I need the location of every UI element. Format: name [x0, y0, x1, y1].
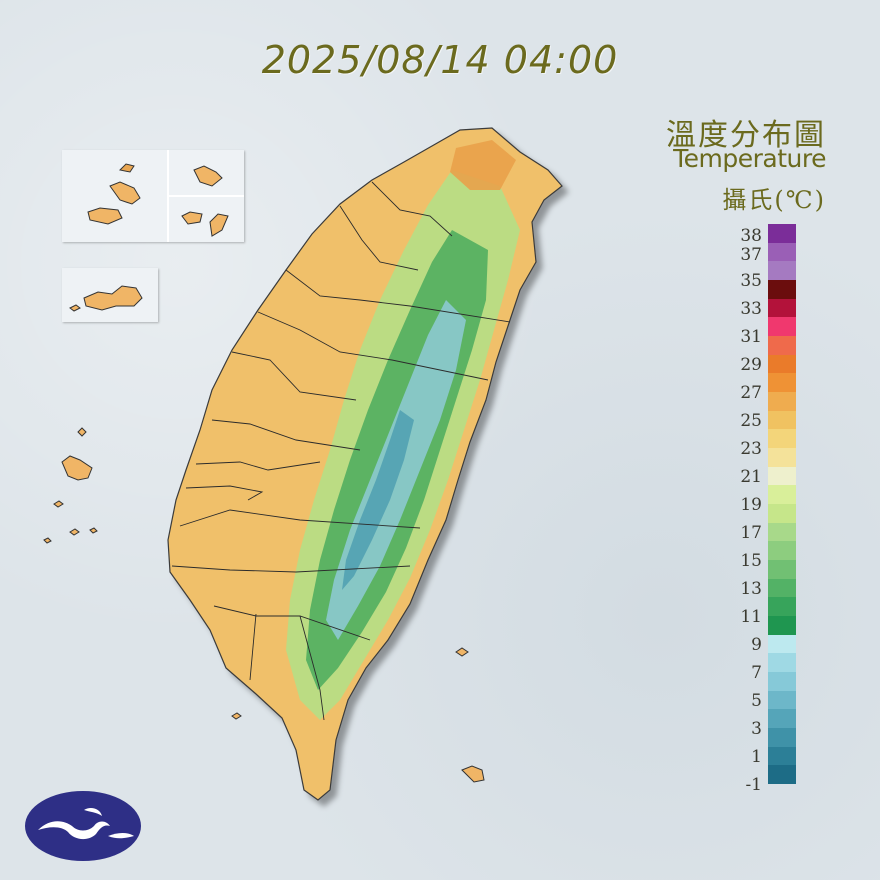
- liuqiu-island-icon: [231, 712, 242, 720]
- colorbar-tick-label: -1: [745, 775, 762, 795]
- colorbar-segment: [768, 541, 796, 561]
- legend-title-en: Temperature: [673, 144, 826, 173]
- colorbar-tick-label: 7: [751, 663, 762, 683]
- colorbar-segment: [768, 392, 796, 412]
- colorbar-segment: [768, 448, 796, 468]
- colorbar-segment: [768, 224, 796, 244]
- colorbar-tick-label: 9: [751, 635, 762, 655]
- colorbar-segment: [768, 373, 796, 393]
- colorbar-tick-label: 27: [740, 383, 762, 403]
- colorbar-segment: [768, 354, 796, 374]
- colorbar-segment: [768, 634, 796, 654]
- colorbar-segment: [768, 522, 796, 542]
- taipei-basin-band: [450, 140, 516, 190]
- temperature-colorbar: [768, 224, 796, 785]
- matsu-islands-icon: [87, 150, 244, 242]
- colorbar-segment: [768, 746, 796, 766]
- green-island-icon: [455, 647, 469, 657]
- colorbar-tick-label: 11: [740, 607, 762, 627]
- colorbar-tick-label: 23: [740, 439, 762, 459]
- colorbar-tick-label: 1: [751, 747, 762, 767]
- colorbar-segment: [768, 429, 796, 449]
- colorbar-tick-label: 17: [740, 523, 762, 543]
- colorbar-segment: [768, 317, 796, 337]
- cwa-logo-icon: [25, 791, 141, 861]
- colorbar-segment: [768, 616, 796, 636]
- colorbar-segment: [768, 261, 796, 281]
- colorbar-segment: [768, 280, 796, 300]
- colorbar-tick-label: 5: [751, 691, 762, 711]
- inset-kinmen: [62, 268, 158, 322]
- legend-unit: 攝氏(℃): [722, 186, 826, 214]
- colorbar-segment: [768, 466, 796, 486]
- colorbar-segment: [768, 597, 796, 617]
- penghu-islands-icon: [43, 427, 98, 544]
- colorbar-tick-label: 19: [740, 495, 762, 515]
- colorbar-segment: [768, 560, 796, 580]
- orchid-island-icon: [461, 765, 485, 783]
- colorbar-segment: [768, 765, 796, 785]
- colorbar-tick-label: 21: [740, 467, 762, 487]
- colorbar-segment: [768, 578, 796, 598]
- colorbar-tick-label: 13: [740, 579, 762, 599]
- colorbar-segment: [768, 336, 796, 356]
- mountain-peak-band: [342, 410, 414, 590]
- colorbar-segment: [768, 298, 796, 318]
- colorbar-tick-label: 33: [740, 299, 762, 319]
- colorbar-tick-label: 31: [740, 327, 762, 347]
- colorbar-tick-label: 37: [740, 245, 762, 265]
- kinmen-island-icon: [69, 285, 143, 312]
- map-timestamp: 2025/08/14 04:00: [261, 38, 619, 82]
- colorbar-segment: [768, 690, 796, 710]
- colorbar-segment: [768, 728, 796, 748]
- colorbar-segment: [768, 653, 796, 673]
- colorbar-tick-label: 25: [740, 411, 762, 431]
- colorbar-segment: [768, 672, 796, 692]
- colorbar-tick-label: 15: [740, 551, 762, 571]
- colorbar-tick-label: 29: [740, 355, 762, 375]
- colorbar-segment: [768, 485, 796, 505]
- colorbar-segment: [768, 709, 796, 729]
- colorbar-tick-label: 3: [751, 719, 762, 739]
- colorbar-segment: [768, 242, 796, 262]
- colorbar-tick-label: 35: [740, 271, 762, 291]
- colorbar-segment: [768, 410, 796, 430]
- colorbar-tick-label: 38: [740, 226, 762, 246]
- county-boundaries: [171, 181, 511, 721]
- colorbar-segment: [768, 504, 796, 524]
- legend-title-zh: 溫度分布圖: [666, 118, 826, 153]
- inset-matsu: [62, 150, 244, 242]
